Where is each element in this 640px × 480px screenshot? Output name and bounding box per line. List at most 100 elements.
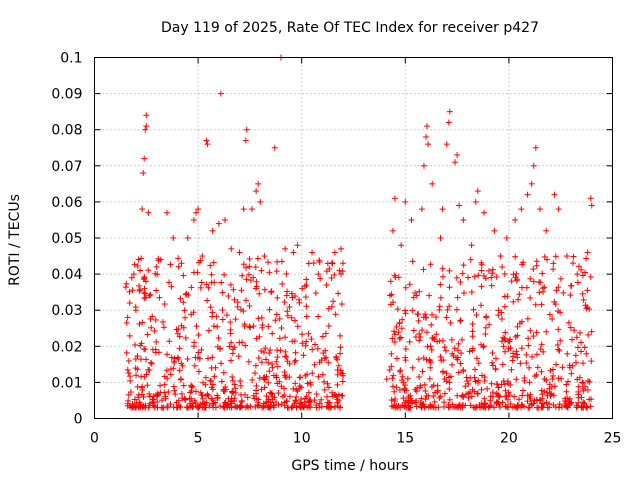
data-point bbox=[279, 280, 286, 287]
data-point bbox=[530, 333, 537, 340]
data-point bbox=[428, 321, 435, 328]
data-point bbox=[174, 354, 181, 361]
data-point bbox=[272, 317, 279, 324]
data-point bbox=[578, 266, 585, 273]
data-point bbox=[141, 295, 148, 302]
data-point bbox=[388, 350, 395, 357]
data-point bbox=[435, 404, 442, 411]
data-point bbox=[230, 389, 237, 396]
data-point bbox=[208, 271, 215, 278]
data-point bbox=[266, 306, 273, 313]
data-point bbox=[575, 399, 582, 406]
y-tick-label: 0.02 bbox=[51, 339, 82, 355]
data-point bbox=[490, 362, 497, 369]
data-point bbox=[478, 372, 485, 379]
data-point bbox=[460, 262, 467, 269]
data-point bbox=[543, 328, 550, 335]
data-point bbox=[443, 378, 450, 385]
data-point bbox=[238, 397, 245, 404]
data-point bbox=[273, 358, 280, 365]
data-point bbox=[391, 328, 398, 335]
data-point bbox=[488, 274, 495, 281]
data-point bbox=[245, 358, 252, 365]
data-point bbox=[302, 342, 309, 349]
data-point bbox=[331, 404, 338, 411]
data-point bbox=[190, 309, 197, 316]
data-point bbox=[546, 400, 553, 407]
data-point bbox=[571, 327, 578, 334]
data-point bbox=[433, 331, 440, 338]
data-point bbox=[246, 323, 253, 330]
data-point bbox=[178, 260, 185, 267]
data-point bbox=[331, 249, 338, 256]
data-point bbox=[588, 202, 595, 209]
data-point bbox=[223, 312, 230, 319]
data-point bbox=[413, 292, 420, 299]
data-point bbox=[150, 398, 157, 405]
data-point bbox=[266, 269, 273, 276]
data-point bbox=[207, 262, 214, 269]
data-point bbox=[391, 195, 398, 202]
data-point bbox=[525, 342, 532, 349]
data-point bbox=[137, 342, 144, 349]
data-point bbox=[508, 278, 515, 285]
data-point bbox=[587, 403, 594, 410]
data-point bbox=[240, 206, 247, 213]
x-tick-label: 0 bbox=[90, 431, 99, 447]
data-point bbox=[583, 255, 590, 262]
data-point bbox=[339, 268, 346, 275]
data-point bbox=[225, 395, 232, 402]
data-point bbox=[581, 383, 588, 390]
data-point bbox=[258, 386, 265, 393]
data-point bbox=[557, 275, 564, 282]
data-point bbox=[242, 342, 249, 349]
data-point bbox=[523, 351, 530, 358]
data-point bbox=[131, 261, 138, 268]
data-point bbox=[290, 385, 297, 392]
data-point bbox=[515, 296, 522, 303]
data-point bbox=[293, 393, 300, 400]
data-point bbox=[399, 373, 406, 380]
data-point bbox=[212, 364, 219, 371]
data-point bbox=[135, 282, 142, 289]
data-point bbox=[469, 345, 476, 352]
data-point bbox=[187, 389, 194, 396]
data-point bbox=[275, 401, 282, 408]
data-point bbox=[261, 253, 268, 260]
data-point bbox=[418, 404, 425, 411]
data-point bbox=[512, 333, 519, 340]
data-point bbox=[267, 347, 274, 354]
data-point bbox=[132, 355, 139, 362]
data-point bbox=[303, 313, 310, 320]
data-point bbox=[237, 378, 244, 385]
data-point bbox=[486, 403, 493, 410]
data-point bbox=[422, 387, 429, 394]
data-point bbox=[523, 360, 530, 367]
data-point bbox=[211, 279, 218, 286]
data-point bbox=[253, 188, 260, 195]
data-point bbox=[410, 327, 417, 334]
data-point bbox=[471, 366, 478, 373]
data-point bbox=[300, 403, 307, 410]
data-point bbox=[175, 326, 182, 333]
data-point bbox=[476, 403, 483, 410]
data-point bbox=[175, 263, 182, 270]
data-point bbox=[414, 311, 421, 318]
data-point bbox=[446, 267, 453, 274]
data-point bbox=[208, 384, 215, 391]
data-point bbox=[292, 397, 299, 404]
data-point bbox=[338, 245, 345, 252]
data-point bbox=[154, 404, 161, 411]
data-point bbox=[437, 235, 444, 241]
data-point bbox=[510, 350, 517, 357]
data-point bbox=[563, 253, 570, 260]
data-point bbox=[391, 388, 398, 395]
data-point bbox=[340, 260, 347, 267]
data-point bbox=[393, 384, 400, 391]
data-point bbox=[584, 386, 591, 393]
data-point bbox=[170, 383, 177, 390]
data-point bbox=[574, 376, 581, 383]
x-tick-label: 20 bbox=[500, 431, 518, 447]
data-point bbox=[256, 333, 263, 340]
data-point bbox=[140, 276, 147, 283]
